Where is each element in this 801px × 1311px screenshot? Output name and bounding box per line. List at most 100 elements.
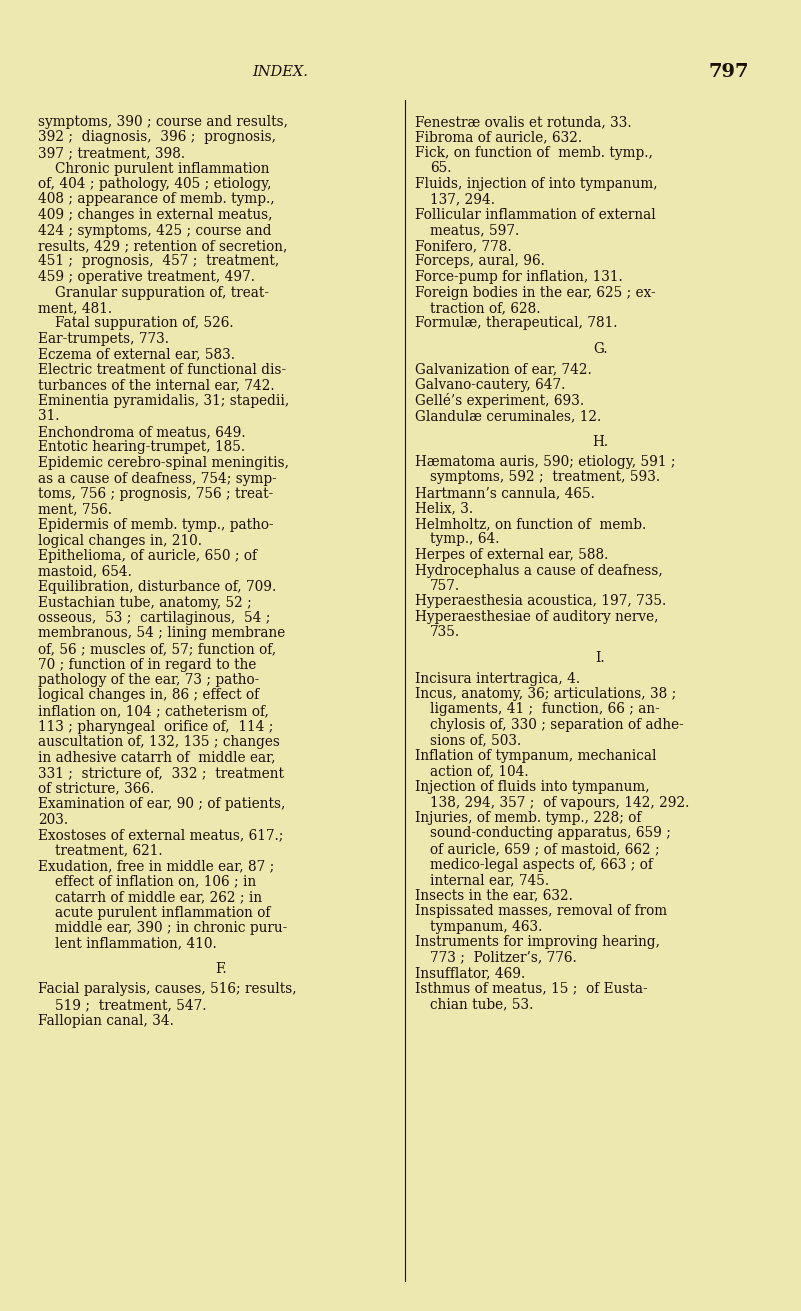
Text: Fatal suppuration of, 526.: Fatal suppuration of, 526.	[55, 316, 234, 330]
Text: symptoms, 390 ; course and results,: symptoms, 390 ; course and results,	[38, 115, 288, 128]
Text: turbances of the internal ear, 742.: turbances of the internal ear, 742.	[38, 379, 275, 392]
Text: 70 ; function of in regard to the: 70 ; function of in regard to the	[38, 658, 256, 671]
Text: inflation on, 104 ; catheterism of,: inflation on, 104 ; catheterism of,	[38, 704, 269, 718]
Text: mastoid, 654.: mastoid, 654.	[38, 565, 132, 578]
Text: of, 56 ; muscles of, 57; function of,: of, 56 ; muscles of, 57; function of,	[38, 642, 276, 656]
Text: in adhesive catarrh of  middle ear,: in adhesive catarrh of middle ear,	[38, 750, 276, 764]
Text: 773 ;  Politzer’s, 776.: 773 ; Politzer’s, 776.	[430, 950, 577, 965]
Text: sions of, 503.: sions of, 503.	[430, 733, 521, 747]
Text: Fallopian canal, 34.: Fallopian canal, 34.	[38, 1013, 174, 1028]
Text: Examination of ear, 90 ; of patients,: Examination of ear, 90 ; of patients,	[38, 797, 285, 812]
Text: Incisura intertragica, 4.: Incisura intertragica, 4.	[415, 671, 580, 686]
Text: results, 429 ; retention of secretion,: results, 429 ; retention of secretion,	[38, 239, 288, 253]
Text: Gellé’s experiment, 693.: Gellé’s experiment, 693.	[415, 393, 584, 409]
Text: internal ear, 745.: internal ear, 745.	[430, 873, 549, 888]
Text: Galvanization of ear, 742.: Galvanization of ear, 742.	[415, 363, 592, 376]
Text: Follicular inflammation of external: Follicular inflammation of external	[415, 208, 656, 222]
Text: 31.: 31.	[38, 409, 59, 423]
Text: chian tube, 53.: chian tube, 53.	[430, 996, 533, 1011]
Text: Eminentia pyramidalis, 31; stapedii,: Eminentia pyramidalis, 31; stapedii,	[38, 395, 289, 408]
Text: 203.: 203.	[38, 813, 68, 826]
Text: Helmholtz, on function of  memb.: Helmholtz, on function of memb.	[415, 517, 646, 531]
Text: Inspissated masses, removal of from: Inspissated masses, removal of from	[415, 905, 667, 918]
Text: 459 ; operative treatment, 497.: 459 ; operative treatment, 497.	[38, 270, 255, 284]
Text: Fibroma of auricle, 632.: Fibroma of auricle, 632.	[415, 131, 582, 144]
Text: H.: H.	[593, 434, 609, 448]
Text: Helix, 3.: Helix, 3.	[415, 502, 473, 515]
Text: G.: G.	[594, 342, 608, 357]
Text: 409 ; changes in external meatus,: 409 ; changes in external meatus,	[38, 208, 272, 222]
Text: as a cause of deafness, 754; symp-: as a cause of deafness, 754; symp-	[38, 472, 277, 485]
Text: of auricle, 659 ; of mastoid, 662 ;: of auricle, 659 ; of mastoid, 662 ;	[430, 842, 660, 856]
Text: of stricture, 366.: of stricture, 366.	[38, 781, 155, 796]
Text: Equilibration, disturbance of, 709.: Equilibration, disturbance of, 709.	[38, 579, 276, 594]
Text: ligaments, 41 ;  function, 66 ; an-: ligaments, 41 ; function, 66 ; an-	[430, 703, 660, 717]
Text: Enchondroma of meatus, 649.: Enchondroma of meatus, 649.	[38, 425, 246, 439]
Text: Hæmatoma auris, 590; etiology, 591 ;: Hæmatoma auris, 590; etiology, 591 ;	[415, 455, 675, 469]
Text: traction of, 628.: traction of, 628.	[430, 302, 541, 315]
Text: 408 ; appearance of memb. tymp.,: 408 ; appearance of memb. tymp.,	[38, 193, 275, 207]
Text: Eczema of external ear, 583.: Eczema of external ear, 583.	[38, 347, 235, 362]
Text: Formulæ, therapeutical, 781.: Formulæ, therapeutical, 781.	[415, 316, 618, 330]
Text: tympanum, 463.: tympanum, 463.	[430, 919, 542, 933]
Text: Inflation of tympanum, mechanical: Inflation of tympanum, mechanical	[415, 749, 657, 763]
Text: of, 404 ; pathology, 405 ; etiology,: of, 404 ; pathology, 405 ; etiology,	[38, 177, 272, 191]
Text: Forceps, aural, 96.: Forceps, aural, 96.	[415, 254, 545, 269]
Text: Hyperaesthesia acoustica, 197, 735.: Hyperaesthesia acoustica, 197, 735.	[415, 594, 666, 608]
Text: symptoms, 592 ;  treatment, 593.: symptoms, 592 ; treatment, 593.	[430, 471, 660, 485]
Text: membranous, 54 ; lining membrane: membranous, 54 ; lining membrane	[38, 627, 285, 641]
Text: Facial paralysis, causes, 516; results,: Facial paralysis, causes, 516; results,	[38, 982, 296, 996]
Text: Injuries, of memb. tymp., 228; of: Injuries, of memb. tymp., 228; of	[415, 812, 642, 825]
Text: 138, 294, 357 ;  of vapours, 142, 292.: 138, 294, 357 ; of vapours, 142, 292.	[430, 796, 690, 809]
Text: lent inflammation, 410.: lent inflammation, 410.	[55, 936, 217, 950]
Text: ment, 756.: ment, 756.	[38, 502, 112, 517]
Text: tymp., 64.: tymp., 64.	[430, 532, 500, 547]
Text: INDEX.: INDEX.	[252, 66, 308, 79]
Text: 519 ;  treatment, 547.: 519 ; treatment, 547.	[55, 998, 207, 1012]
Text: Epithelioma, of auricle, 650 ; of: Epithelioma, of auricle, 650 ; of	[38, 549, 257, 562]
Text: 451 ;  prognosis,  457 ;  treatment,: 451 ; prognosis, 457 ; treatment,	[38, 254, 280, 269]
Text: Hartmann’s cannula, 465.: Hartmann’s cannula, 465.	[415, 486, 595, 499]
Text: Isthmus of meatus, 15 ;  of Eusta-: Isthmus of meatus, 15 ; of Eusta-	[415, 982, 648, 995]
Text: Incus, anatomy, 36; articulations, 38 ;: Incus, anatomy, 36; articulations, 38 ;	[415, 687, 676, 701]
Text: meatus, 597.: meatus, 597.	[430, 223, 519, 237]
Text: 424 ; symptoms, 425 ; course and: 424 ; symptoms, 425 ; course and	[38, 223, 272, 237]
Text: Injection of fluids into tympanum,: Injection of fluids into tympanum,	[415, 780, 650, 794]
Text: Granular suppuration of, treat-: Granular suppuration of, treat-	[55, 286, 269, 299]
Text: Exostoses of external meatus, 617.;: Exostoses of external meatus, 617.;	[38, 829, 284, 842]
Text: Entotic hearing-trumpet, 185.: Entotic hearing-trumpet, 185.	[38, 440, 245, 455]
Text: catarrh of middle ear, 262 ; in: catarrh of middle ear, 262 ; in	[55, 890, 262, 905]
Text: Glandulæ ceruminales, 12.: Glandulæ ceruminales, 12.	[415, 409, 602, 423]
Text: Galvano-cautery, 647.: Galvano-cautery, 647.	[415, 378, 566, 392]
Text: Hydrocephalus a cause of deafness,: Hydrocephalus a cause of deafness,	[415, 564, 662, 578]
Text: toms, 756 ; prognosis, 756 ; treat-: toms, 756 ; prognosis, 756 ; treat-	[38, 486, 273, 501]
Text: middle ear, 390 ; in chronic puru-: middle ear, 390 ; in chronic puru-	[55, 922, 288, 935]
Text: logical changes in, 86 ; effect of: logical changes in, 86 ; effect of	[38, 688, 260, 703]
Text: Fonifero, 778.: Fonifero, 778.	[415, 239, 512, 253]
Text: medico-legal aspects of, 663 ; of: medico-legal aspects of, 663 ; of	[430, 857, 653, 872]
Text: 113 ; pharyngeal  orifice of,  114 ;: 113 ; pharyngeal orifice of, 114 ;	[38, 720, 273, 733]
Text: Insects in the ear, 632.: Insects in the ear, 632.	[415, 889, 573, 902]
Text: Herpes of external ear, 588.: Herpes of external ear, 588.	[415, 548, 609, 562]
Text: Instruments for improving hearing,: Instruments for improving hearing,	[415, 935, 660, 949]
Text: 331 ;  stricture of,  332 ;  treatment: 331 ; stricture of, 332 ; treatment	[38, 766, 284, 780]
Text: Fenestræ ovalis et rotunda, 33.: Fenestræ ovalis et rotunda, 33.	[415, 115, 632, 128]
Text: logical changes in, 210.: logical changes in, 210.	[38, 534, 202, 548]
Text: pathology of the ear, 73 ; patho-: pathology of the ear, 73 ; patho-	[38, 673, 260, 687]
Text: Fick, on function of  memb. tymp.,: Fick, on function of memb. tymp.,	[415, 146, 653, 160]
Text: 735.: 735.	[430, 625, 460, 640]
Text: Epidemic cerebro-spinal meningitis,: Epidemic cerebro-spinal meningitis,	[38, 456, 289, 471]
Text: Epidermis of memb. tymp., patho-: Epidermis of memb. tymp., patho-	[38, 518, 274, 532]
Text: F.: F.	[215, 962, 227, 975]
Text: osseous,  53 ;  cartilaginous,  54 ;: osseous, 53 ; cartilaginous, 54 ;	[38, 611, 271, 625]
Text: chylosis of, 330 ; separation of adhe-: chylosis of, 330 ; separation of adhe-	[430, 718, 684, 732]
Text: effect of inflation on, 106 ; in: effect of inflation on, 106 ; in	[55, 874, 256, 889]
Text: Force-pump for inflation, 131.: Force-pump for inflation, 131.	[415, 270, 622, 284]
Text: 797: 797	[708, 63, 749, 81]
Text: 397 ; treatment, 398.: 397 ; treatment, 398.	[38, 146, 185, 160]
Text: Electric treatment of functional dis-: Electric treatment of functional dis-	[38, 363, 286, 378]
Text: 757.: 757.	[430, 579, 460, 593]
Text: Foreign bodies in the ear, 625 ; ex-: Foreign bodies in the ear, 625 ; ex-	[415, 286, 656, 299]
Text: Chronic purulent inflammation: Chronic purulent inflammation	[55, 161, 269, 176]
Text: 392 ;  diagnosis,  396 ;  prognosis,: 392 ; diagnosis, 396 ; prognosis,	[38, 131, 276, 144]
